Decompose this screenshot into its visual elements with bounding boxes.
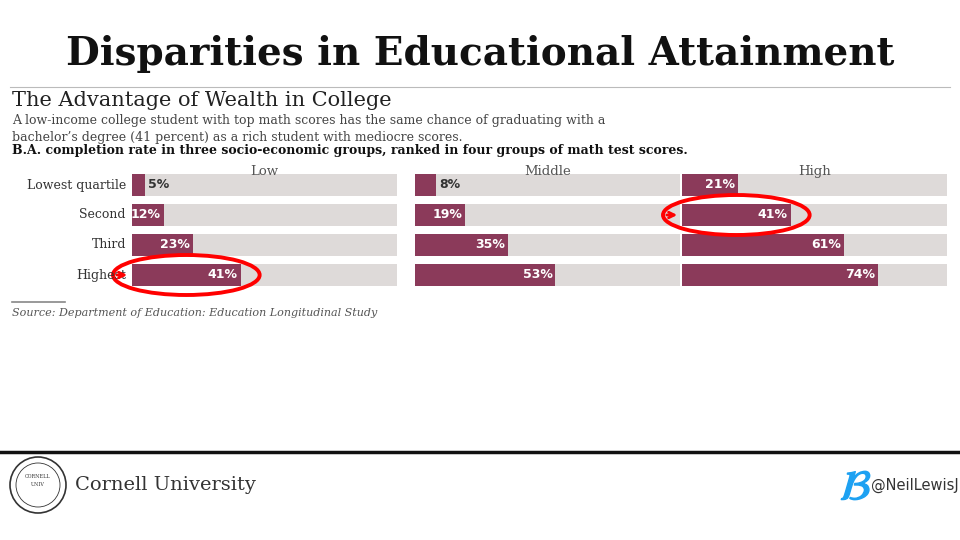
Bar xyxy=(682,204,791,226)
Bar xyxy=(415,204,680,226)
Text: 41%: 41% xyxy=(757,208,787,221)
Text: 74%: 74% xyxy=(845,268,876,281)
Text: 41%: 41% xyxy=(207,268,238,281)
Text: Cornell University: Cornell University xyxy=(75,476,256,494)
Text: Second: Second xyxy=(80,208,126,221)
Text: 35%: 35% xyxy=(475,239,505,252)
Bar xyxy=(132,174,145,196)
Text: High: High xyxy=(798,165,830,178)
Text: 12%: 12% xyxy=(131,208,161,221)
Text: Lowest quartile: Lowest quartile xyxy=(27,179,126,192)
Text: B.A. completion rate in three socio-economic groups, ranked in four groups of ma: B.A. completion rate in three socio-econ… xyxy=(12,144,687,157)
Text: UNIV: UNIV xyxy=(31,483,45,488)
Text: 23%: 23% xyxy=(160,239,190,252)
Bar xyxy=(132,234,193,256)
Bar xyxy=(132,264,241,286)
Text: Low: Low xyxy=(251,165,278,178)
Text: A low-income college student with top math scores has the same chance of graduat: A low-income college student with top ma… xyxy=(12,114,606,144)
Bar xyxy=(682,174,737,196)
Bar xyxy=(415,174,680,196)
Text: Middle: Middle xyxy=(524,165,571,178)
Bar xyxy=(415,234,508,256)
Point xyxy=(848,481,863,489)
Bar xyxy=(415,204,466,226)
Bar xyxy=(132,264,397,286)
Bar xyxy=(415,234,680,256)
Text: 21%: 21% xyxy=(705,179,734,192)
Bar xyxy=(682,204,947,226)
Bar xyxy=(682,234,947,256)
Text: Disparities in Educational Attainment: Disparities in Educational Attainment xyxy=(66,35,894,73)
Text: Highest: Highest xyxy=(76,268,126,281)
Bar xyxy=(132,174,397,196)
Bar xyxy=(132,234,397,256)
Bar xyxy=(132,204,164,226)
Text: 53%: 53% xyxy=(522,268,552,281)
Text: Source: Department of Education: Education Longitudinal Study: Source: Department of Education: Educati… xyxy=(12,308,377,318)
Bar xyxy=(682,264,947,286)
Text: 5%: 5% xyxy=(148,179,170,192)
Bar xyxy=(682,264,878,286)
Text: @NeilLewisJr: @NeilLewisJr xyxy=(871,477,960,492)
Text: 19%: 19% xyxy=(432,208,463,221)
Bar xyxy=(415,264,556,286)
Bar xyxy=(415,264,680,286)
Text: 61%: 61% xyxy=(811,239,841,252)
Bar xyxy=(682,174,947,196)
Text: 8%: 8% xyxy=(439,179,461,192)
Bar xyxy=(682,234,844,256)
Text: Third: Third xyxy=(91,239,126,252)
Bar xyxy=(415,174,436,196)
Bar xyxy=(132,204,397,226)
Text: CORNELL: CORNELL xyxy=(25,475,51,480)
Text: The Advantage of Wealth in College: The Advantage of Wealth in College xyxy=(12,91,392,110)
